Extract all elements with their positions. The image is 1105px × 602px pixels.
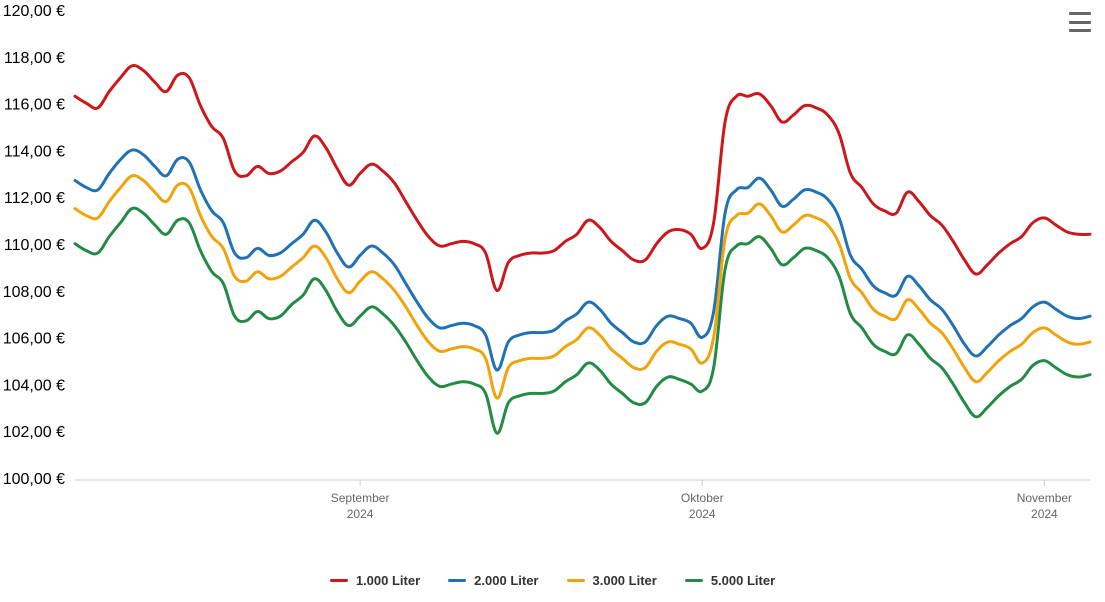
x-tick-month: Oktober (681, 491, 724, 505)
legend-swatch (448, 579, 466, 582)
y-tick-label: 114,00 € (4, 143, 65, 160)
legend: 1.000 Liter 2.000 Liter 3.000 Liter 5.000 L… (0, 573, 1105, 588)
y-tick-label: 104,00 € (3, 377, 65, 394)
y-tick-label: 120,00 € (3, 3, 65, 20)
x-tick-year: 2024 (347, 507, 374, 521)
legend-swatch (567, 579, 585, 582)
legend-item[interactable]: 5.000 Liter (685, 573, 775, 588)
legend-swatch (330, 579, 348, 582)
plot-area: 120,00 € 118,00 € 116,00 € 114,00 € 112,00 €… (0, 0, 1105, 602)
y-tick-label: 112,00 € (4, 190, 65, 207)
legend-item[interactable]: 3.000 Liter (567, 573, 657, 588)
legend-item[interactable]: 2.000 Liter (448, 573, 538, 588)
y-tick-label: 106,00 € (3, 331, 65, 348)
legend-label: 2.000 Liter (474, 573, 538, 588)
x-tick-year: 2024 (689, 507, 716, 521)
legend-label: 5.000 Liter (711, 573, 775, 588)
legend-label: 1.000 Liter (356, 573, 420, 588)
x-tick-month: November (1017, 491, 1072, 505)
y-tick-label: 116,00 € (4, 97, 65, 114)
y-tick-label: 108,00 € (3, 284, 65, 301)
y-tick-label: 102,00 € (3, 424, 65, 441)
y-tick-label: 118,00 € (4, 50, 65, 67)
x-tick-year: 2024 (1031, 507, 1058, 521)
legend-label: 3.000 Liter (593, 573, 657, 588)
x-tick-month: September (331, 491, 390, 505)
legend-swatch (685, 579, 703, 582)
y-tick-label: 110,00 € (4, 237, 65, 254)
series-line[interactable] (75, 208, 1090, 433)
y-tick-label: 100,00 € (3, 471, 65, 488)
line-chart: 120,00 € 118,00 € 116,00 € 114,00 € 112,00 €… (0, 0, 1105, 602)
legend-item[interactable]: 1.000 Liter (330, 573, 420, 588)
